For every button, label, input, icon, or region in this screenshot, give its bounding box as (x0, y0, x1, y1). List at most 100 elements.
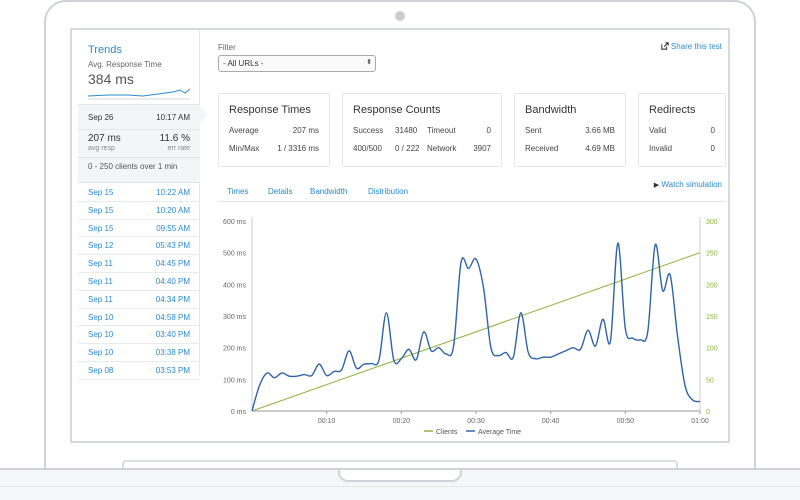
selected-date: Sep 26 (88, 113, 114, 122)
share-link[interactable]: Share this test (660, 42, 722, 51)
laptop-hinge (122, 460, 678, 470)
redirects-card: Redirects Valid 0 Invalid 0 (638, 93, 726, 167)
response-counts-card: Response Counts Success 31480 Timeout 0 … (342, 93, 502, 167)
test-run-time: 05:43 PM (155, 241, 190, 251)
error-codes-value: 0 / 222 (395, 144, 420, 153)
tab-details[interactable]: Details (268, 187, 293, 196)
card-title: Response Counts (353, 104, 441, 116)
test-run-item[interactable]: Sep 08 03:53 PM (78, 362, 200, 380)
test-run-date: Sep 15 (88, 205, 114, 215)
y-left-tick-label: 200 ms (223, 346, 246, 353)
test-run-item[interactable]: Sep 11 04:40 PM (78, 273, 200, 291)
test-run-time: 10:20 AM (156, 205, 190, 215)
x-tick-label: 00:20 (393, 418, 411, 425)
minmax-value: 1 / 3316 ms (277, 144, 319, 153)
y-left-tick-label: 300 ms (223, 314, 246, 321)
legend-label-clients: Clients (436, 429, 458, 436)
y-left-tick-label: 100 ms (223, 377, 246, 384)
average-label: Average (229, 126, 259, 135)
test-run-time: 03:53 PM (155, 365, 190, 375)
test-run-item[interactable]: Sep 12 05:43 PM (78, 237, 200, 256)
test-run-date: Sep 10 (88, 330, 114, 340)
avg-response-label: Avg. Response Time (88, 60, 162, 69)
card-title: Redirects (649, 104, 696, 116)
x-tick-label: 00:40 (542, 418, 560, 425)
success-value: 31480 (395, 126, 418, 135)
y-left-tick-label: 600 ms (223, 219, 246, 226)
watch-simulation-link[interactable]: ▶ Watch simulation (654, 180, 722, 189)
test-run-item[interactable]: Sep 10 04:58 PM (78, 309, 200, 327)
url-filter-select[interactable]: - All URLs - ⬍ (218, 55, 376, 72)
y-right-tick-label: 100 (706, 346, 718, 353)
x-tick-label: 00:30 (467, 418, 485, 425)
x-tick-label: 01:00 (691, 418, 709, 425)
test-run-time: 04:58 PM (155, 312, 190, 322)
test-run-item[interactable]: Sep 15 10:22 AM (78, 184, 200, 202)
y-right-tick-label: 300 (706, 219, 718, 226)
sent-label: Sent (525, 126, 542, 135)
series-line-clients (251, 252, 701, 412)
average-value: 207 ms (292, 126, 319, 135)
selected-err-rate: 11.6 % (159, 133, 190, 144)
test-run-date: Sep 15 (88, 223, 114, 233)
card-title: Bandwidth (525, 104, 577, 116)
laptop-base-edge (0, 486, 800, 487)
response-time-chart: 0 ms 100 ms 200 ms 300 ms 400 ms 500 ms 600 ms… (223, 217, 718, 436)
test-run-time: 04:40 PM (155, 276, 190, 286)
test-run-item[interactable]: Sep 11 04:34 PM (78, 291, 200, 309)
test-run-item[interactable]: Sep 15 09:55 AM (78, 220, 200, 238)
test-run-date: Sep 11 (88, 294, 113, 304)
play-icon: ▶ (653, 182, 660, 189)
test-run-date: Sep 10 (88, 348, 114, 358)
watch-simulation-label: Watch simulation (661, 180, 722, 189)
test-run-time: 04:34 PM (155, 294, 190, 304)
valid-value: 0 (710, 126, 715, 135)
selected-test-run[interactable]: Sep 26 10:17 AM 207 ms 11.6 % avg resp e… (78, 104, 208, 183)
invalid-value: 0 (710, 144, 715, 153)
legend-label-average-time: Average Time (478, 429, 521, 436)
test-run-item[interactable]: Sep 15 10:20 AM (78, 202, 200, 220)
test-run-item[interactable]: Sep 10 03:40 PM (78, 326, 200, 345)
y-left-tick-label: 400 ms (223, 282, 246, 289)
url-filter-value: - All URLs - (223, 59, 264, 68)
test-run-item[interactable]: Sep 11 04:45 PM (78, 255, 200, 273)
y-left-tick-label: 0 ms (231, 409, 247, 416)
err-rate-label: err rate (167, 145, 190, 152)
laptop-notch (338, 470, 462, 482)
timeout-value: 0 (486, 126, 491, 135)
tab-distribution[interactable]: Distribution (368, 187, 409, 196)
chart-divider (218, 201, 726, 202)
test-run-date: Sep 10 (88, 312, 114, 322)
selected-avg-resp: 207 ms (88, 133, 121, 144)
valid-label: Valid (649, 126, 667, 135)
minmax-label: Min/Max (229, 144, 260, 153)
network-value: 3907 (473, 144, 491, 153)
test-run-time: 03:40 PM (155, 330, 190, 340)
test-run-item[interactable]: Sep 10 03:38 PM (78, 344, 200, 362)
trends-title[interactable]: Trends (88, 44, 122, 56)
selected-time: 10:17 AM (156, 113, 190, 122)
error-codes-label: 400/500 (353, 144, 382, 153)
test-run-date: Sep 12 (88, 241, 114, 251)
card-title: Response Times (229, 104, 311, 116)
select-caret-icon: ⬍ (366, 59, 372, 66)
x-tick-label: 00:10 (318, 418, 336, 425)
y-left-tick-label: 500 ms (223, 251, 246, 258)
share-label: Share this test (670, 42, 722, 51)
avg-response-value: 384 ms (88, 71, 134, 87)
filter-label: Filter (218, 43, 236, 52)
avg-response-sparkline (88, 88, 190, 100)
success-label: Success (353, 126, 384, 135)
network-label: Network (427, 144, 457, 153)
received-label: Received (525, 144, 559, 153)
trends-sidebar: Trends Avg. Response Time 384 ms Sep 26 … (78, 30, 208, 380)
test-run-date: Sep 15 (88, 188, 114, 197)
y-right-tick-label: 200 (706, 282, 718, 289)
test-run-list: Sep 15 10:22 AM Sep 15 10:20 AM Sep 15 09:55 … (78, 184, 200, 380)
received-value: 4.69 MB (585, 144, 615, 153)
tab-bandwidth[interactable]: Bandwidth (310, 187, 348, 196)
avg-resp-label: avg resp (88, 145, 115, 152)
timeout-label: Timeout (427, 126, 456, 135)
tab-times[interactable]: Times (227, 187, 249, 196)
bandwidth-card: Bandwidth Sent 3.66 MB Received 4.69 MB (514, 93, 626, 167)
